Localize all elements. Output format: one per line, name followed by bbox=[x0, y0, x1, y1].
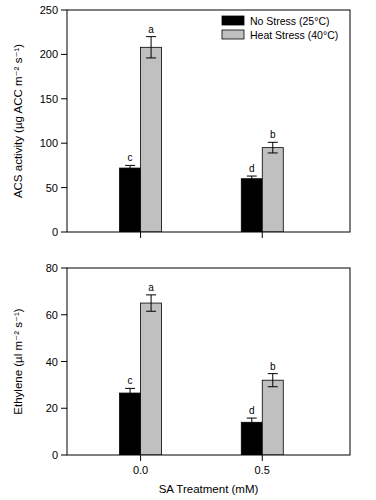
error-stem bbox=[272, 374, 273, 387]
error-cap bbox=[247, 181, 257, 182]
y-tick bbox=[61, 143, 67, 144]
letters: c d a b bbox=[128, 282, 276, 416]
y-tick-label: 100 bbox=[40, 137, 58, 149]
x-axis-label: SA Treatment (mM) bbox=[159, 483, 259, 495]
error-cap bbox=[146, 36, 156, 37]
bar bbox=[120, 168, 141, 232]
letters: c d a b bbox=[128, 24, 276, 174]
y-tick-label: 0 bbox=[52, 449, 58, 461]
y-tick bbox=[61, 408, 67, 409]
y-tick-label: 40 bbox=[46, 356, 58, 368]
error-cap bbox=[268, 373, 278, 374]
x-tick bbox=[262, 232, 263, 238]
legend-label: Heat Stress (40°C) bbox=[250, 29, 338, 41]
y-axis-label: Ethylene (µl m⁻² s⁻¹) bbox=[12, 308, 24, 414]
plot-frame bbox=[67, 268, 350, 455]
error-cap bbox=[247, 176, 257, 177]
panel: c d a b 0 20 40 60 80 0.0 0.5 Ethylene (µl m⁻² s⁻¹)… bbox=[12, 262, 350, 495]
error-bar bbox=[268, 374, 278, 387]
error-bar bbox=[146, 37, 156, 58]
error-cap bbox=[125, 165, 135, 166]
legend-swatch bbox=[222, 30, 244, 39]
significance-letter: c bbox=[128, 152, 133, 163]
error-bar bbox=[247, 176, 257, 181]
error-stem bbox=[251, 418, 252, 426]
y-tick bbox=[61, 361, 67, 362]
error-cap bbox=[146, 294, 156, 295]
y-axis-label: ACS activity (µg ACC m⁻² s⁻¹) bbox=[12, 44, 24, 198]
error-cap bbox=[125, 397, 135, 398]
y-tick bbox=[61, 314, 67, 315]
y-tick-label: 50 bbox=[46, 182, 58, 194]
error-bar bbox=[146, 295, 156, 311]
significance-letter: a bbox=[148, 282, 154, 293]
x-tick bbox=[140, 455, 141, 461]
error-cap bbox=[146, 57, 156, 58]
error-stem bbox=[251, 176, 252, 181]
error-cap bbox=[146, 311, 156, 312]
plot-frame bbox=[67, 10, 350, 232]
y-tick-label: 250 bbox=[40, 4, 58, 16]
marks bbox=[120, 295, 284, 455]
error-stem bbox=[272, 142, 273, 153]
x-tick bbox=[262, 455, 263, 461]
bar bbox=[141, 47, 162, 232]
error-stem bbox=[151, 295, 152, 311]
error-cap bbox=[125, 388, 135, 389]
panel: c d a b 0 50 100 150 200 250 ACS activity (µg ACC … bbox=[12, 4, 350, 238]
error-cap bbox=[268, 152, 278, 153]
legend: No Stress (25°C) Heat Stress (40°C) bbox=[222, 15, 338, 41]
error-stem bbox=[151, 37, 152, 58]
legend-swatch bbox=[222, 16, 244, 25]
legend-label: No Stress (25°C) bbox=[250, 15, 329, 27]
error-bar bbox=[125, 388, 135, 397]
y-tick-label: 60 bbox=[46, 309, 58, 321]
x-tick-label: 0.0 bbox=[133, 464, 148, 476]
bar bbox=[141, 303, 162, 455]
error-cap bbox=[125, 170, 135, 171]
error-bar bbox=[268, 142, 278, 153]
y-tick-label: 200 bbox=[40, 48, 58, 60]
y-tick-label: 0 bbox=[52, 226, 58, 238]
bar bbox=[241, 179, 262, 232]
marks bbox=[120, 37, 284, 232]
bar bbox=[241, 422, 262, 455]
significance-letter: b bbox=[270, 361, 276, 372]
error-bar bbox=[125, 165, 135, 170]
error-bar bbox=[247, 418, 257, 426]
error-cap bbox=[247, 426, 257, 427]
y-tick bbox=[61, 54, 67, 55]
bar bbox=[262, 148, 283, 232]
error-cap bbox=[268, 142, 278, 143]
y-tick bbox=[61, 10, 67, 11]
significance-letter: a bbox=[148, 24, 154, 35]
bar bbox=[120, 393, 141, 455]
significance-letter: c bbox=[128, 375, 133, 386]
error-stem bbox=[130, 388, 131, 397]
error-cap bbox=[247, 418, 257, 419]
significance-letter: d bbox=[249, 405, 255, 416]
figure: cdab050100150200250ACS activity (µg ACC … bbox=[0, 0, 376, 500]
y-tick-label: 20 bbox=[46, 402, 58, 414]
error-stem bbox=[130, 165, 131, 170]
x-tick bbox=[140, 232, 141, 238]
y-tick-label: 150 bbox=[40, 93, 58, 105]
bar bbox=[262, 380, 283, 455]
error-cap bbox=[268, 386, 278, 387]
significance-letter: b bbox=[270, 129, 276, 140]
y-tick bbox=[61, 98, 67, 99]
significance-letter: d bbox=[249, 163, 255, 174]
y-tick-label: 80 bbox=[46, 262, 58, 274]
y-tick bbox=[61, 232, 67, 233]
y-tick bbox=[61, 455, 67, 456]
x-tick-label: 0.5 bbox=[255, 464, 270, 476]
y-tick bbox=[61, 268, 67, 269]
y-tick bbox=[61, 187, 67, 188]
